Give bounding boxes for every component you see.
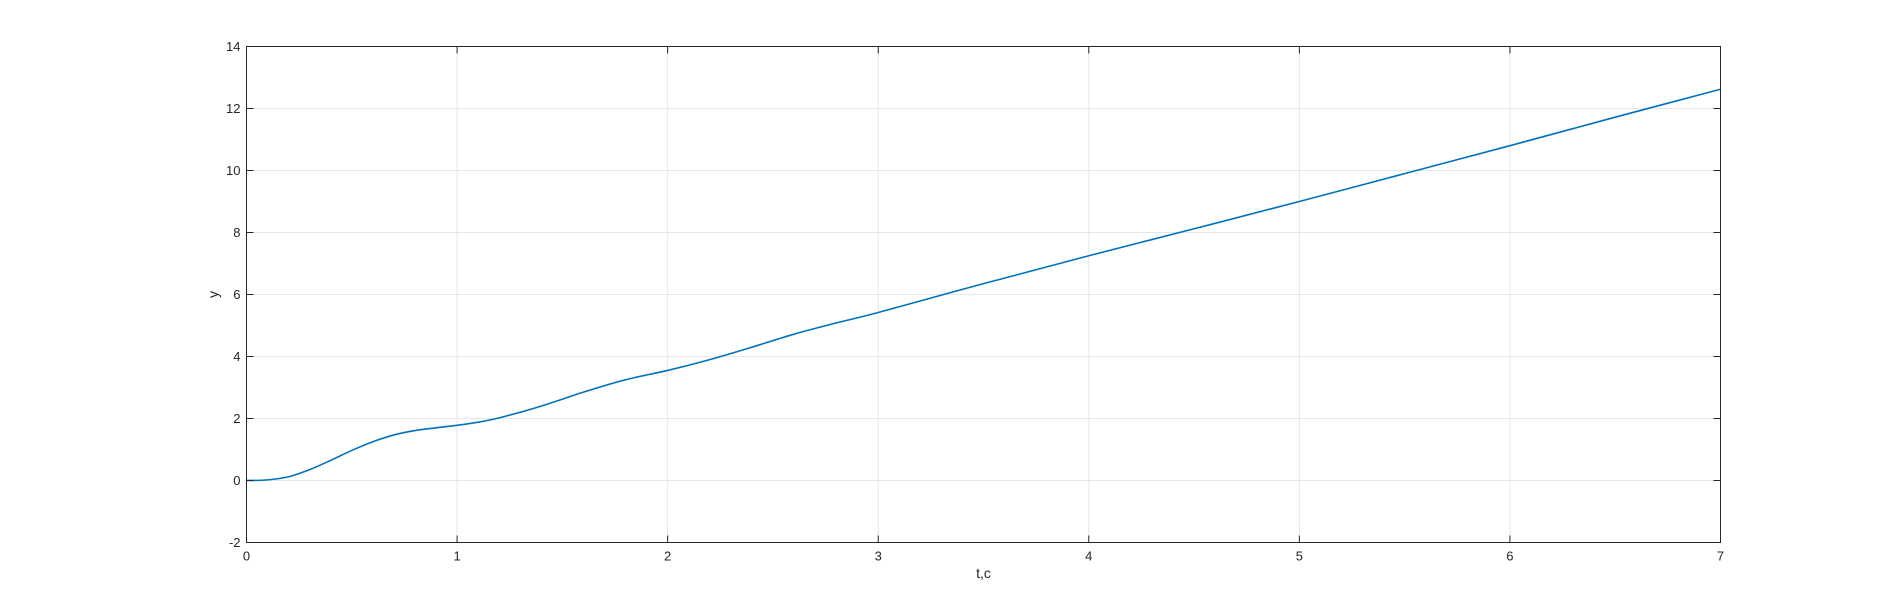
y-tick-label: 6 xyxy=(233,287,240,302)
x-tick-label: 3 xyxy=(875,549,882,564)
series-layer xyxy=(246,88,1721,482)
y-tick-label: 0 xyxy=(233,473,240,488)
y-tick-label: -2 xyxy=(229,535,241,550)
x-tick-label: 6 xyxy=(1506,549,1513,564)
series-line-0 xyxy=(246,88,1721,482)
x-tick-label: 4 xyxy=(1085,549,1092,564)
x-tick-label: 7 xyxy=(1717,549,1724,564)
tick-marks xyxy=(246,46,1721,543)
x-tick-label: 0 xyxy=(243,549,250,564)
x-axis-label: t,c xyxy=(976,565,991,581)
x-tick-label: 2 xyxy=(664,549,671,564)
y-axis-label: y xyxy=(205,291,221,298)
x-tick-label: 5 xyxy=(1296,549,1303,564)
y-tick-label: 10 xyxy=(226,163,240,178)
x-tick-label: 1 xyxy=(453,549,460,564)
y-tick-label: 14 xyxy=(226,39,240,54)
y-tick-labels: -2 0 2 4 6 8 10 12 14 xyxy=(226,39,240,550)
grid-lines xyxy=(246,46,1721,543)
y-tick-label: 8 xyxy=(233,225,240,240)
y-tick-label: 2 xyxy=(233,411,240,426)
y-tick-label: 12 xyxy=(226,101,240,116)
x-tick-labels: 0 1 2 3 4 5 6 7 xyxy=(243,549,1724,564)
y-tick-label: 4 xyxy=(233,349,240,364)
